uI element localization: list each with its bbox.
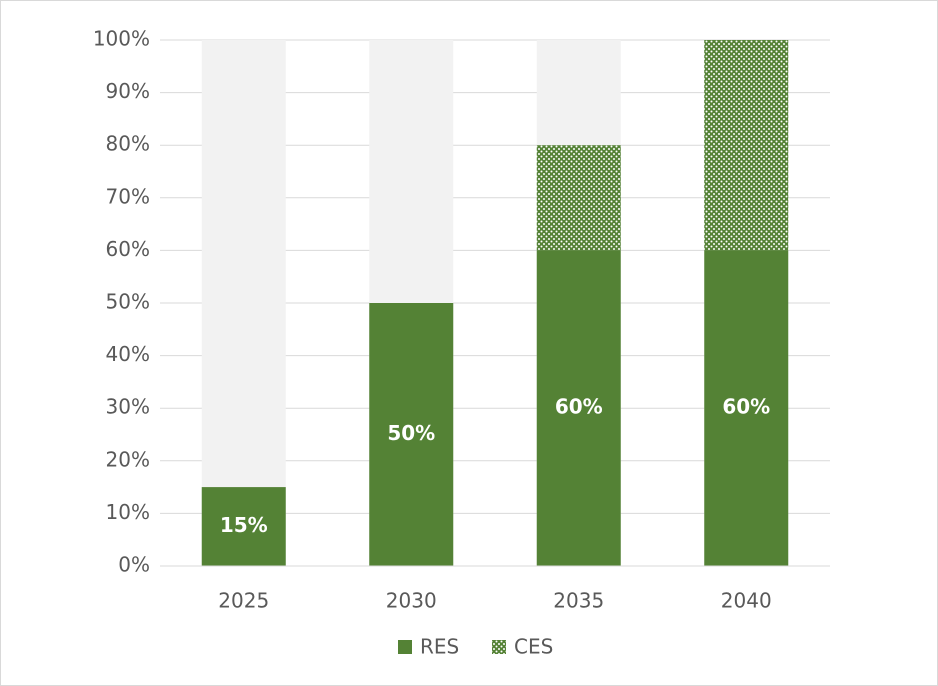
y-tick-label: 60%: [106, 237, 150, 261]
legend-swatch: [492, 640, 506, 654]
y-tick-label: 100%: [93, 27, 150, 51]
data-label: 60%: [555, 395, 603, 419]
bar: [704, 250, 789, 566]
x-tick-label: 2025: [218, 589, 269, 613]
y-tick-label: 80%: [106, 132, 150, 156]
x-tick-label: 2030: [386, 589, 437, 613]
bar: [704, 40, 789, 251]
bar: [369, 303, 454, 566]
y-tick-label: 70%: [106, 184, 150, 208]
legend-swatch: [398, 640, 412, 654]
y-tick-label: 30%: [106, 395, 150, 419]
x-tick-label: 2040: [721, 589, 772, 613]
y-tick-label: 0%: [118, 553, 150, 577]
y-tick-label: 40%: [106, 342, 150, 366]
bar-track: [201, 40, 286, 566]
y-tick-label: 90%: [106, 79, 150, 103]
legend-label: RES: [420, 635, 459, 659]
legend-label: CES: [514, 635, 553, 659]
bar: [536, 250, 621, 566]
bar: [536, 145, 621, 251]
y-tick-label: 50%: [106, 290, 150, 314]
data-label: 15%: [220, 513, 268, 537]
x-tick-label: 2035: [553, 589, 604, 613]
y-tick-label: 10%: [106, 500, 150, 524]
y-tick-label: 20%: [106, 447, 150, 471]
bar: [201, 487, 286, 566]
data-label: 60%: [722, 395, 770, 419]
data-label: 50%: [387, 421, 435, 445]
